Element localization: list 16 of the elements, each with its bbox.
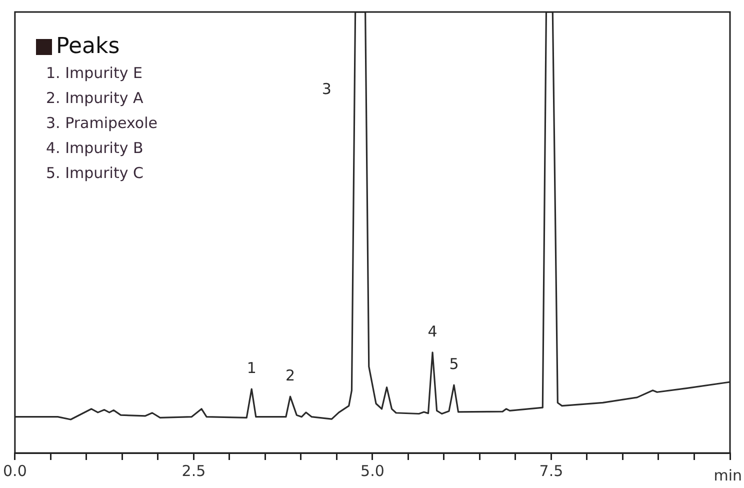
annotation: 5. Impurity C <box>45 163 144 184</box>
annotation: 4 <box>428 322 438 340</box>
x-tick-label: 0.0 <box>3 462 27 480</box>
annotation: 4. Impurity B <box>45 138 144 159</box>
x-axis-title: min <box>714 466 742 484</box>
x-tick-label: 7.5 <box>539 462 564 480</box>
annotation: 2 <box>285 366 296 384</box>
legend-title: Peaks <box>56 34 120 59</box>
x-tick-label: 2.5 <box>182 462 206 480</box>
annotation: 2. Impurity A <box>45 88 144 109</box>
x-tick-label: 5.0 <box>360 462 384 480</box>
annotation: 3. Pramipexole <box>45 113 158 134</box>
annotation: 3 <box>322 80 332 98</box>
annotation: 1 <box>246 358 256 377</box>
annotation: 1. Impurity E <box>45 63 144 84</box>
annotation: 5 <box>449 354 459 373</box>
